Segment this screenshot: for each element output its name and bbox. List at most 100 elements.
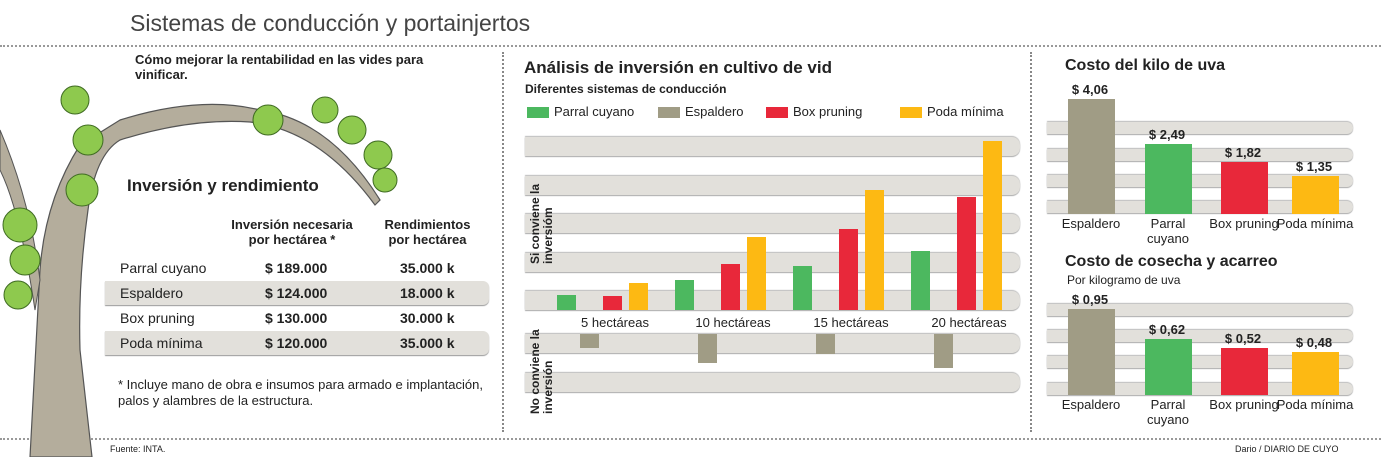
bar-espaldero [816, 334, 835, 355]
bar-poda-mínima [983, 141, 1002, 310]
legend-swatch [527, 107, 549, 118]
yield-value: 18.000 k [400, 285, 455, 301]
yield-value: 35.000 k [400, 335, 455, 351]
yield-value: 30.000 k [400, 310, 455, 326]
source: Fuente: INTA. [110, 444, 166, 454]
legend-swatch [900, 107, 922, 118]
column-header-investment: Inversión necesaria por hectárea * [231, 217, 353, 247]
legend-label: Box pruning [793, 104, 863, 119]
chart-subtitle: Por kilogramo de uva [1067, 273, 1181, 287]
bottom-divider [0, 438, 1381, 440]
grid-stripe [525, 176, 1020, 195]
footnote: * Incluye mano de obra e insumos para ar… [118, 377, 483, 408]
bar [1145, 143, 1192, 214]
category-label: 5 hectáreas [581, 315, 649, 330]
bar-box-pruning [603, 296, 622, 310]
category-label: Box pruning [1209, 216, 1279, 231]
value-label: $ 4,06 [1071, 82, 1109, 98]
grid-stripe [1047, 356, 1353, 368]
investment-value: $ 124.000 [265, 285, 328, 301]
investment-value: $ 189.000 [265, 260, 328, 276]
page-title: Sistemas de conducción y portainjertos [130, 10, 531, 36]
category-label: Espaldero [1061, 397, 1121, 412]
table-row: Poda mínima $ 120.000 35.000 k [105, 331, 489, 355]
legend-label: Espaldero [685, 104, 744, 119]
bar-parral-cuyano [911, 250, 930, 310]
divider [502, 52, 504, 432]
table-heading: Inversión y rendimiento [127, 176, 319, 195]
grid-stripe [1047, 304, 1353, 316]
bar-poda-mínima [747, 237, 766, 310]
top-divider [0, 45, 1381, 47]
bar-poda-mínima [629, 282, 648, 310]
y-label-positive: Si conviene la inversióm [528, 183, 555, 264]
grid-stripe [525, 214, 1020, 233]
system-name: Espaldero [120, 285, 184, 301]
legend-swatch [658, 107, 680, 118]
grid-stripe [525, 253, 1020, 272]
category-label: Parral cuyano [1147, 216, 1189, 246]
grid-stripe [525, 137, 1020, 156]
value-label: $ 1,82 [1224, 145, 1262, 161]
divider [1030, 52, 1032, 432]
grid-stripe [1047, 330, 1353, 342]
table-row: Parral cuyano $ 189.000 35.000 k [105, 256, 489, 280]
category-label: 20 hectáreas [931, 315, 1007, 330]
y-label-negative: No conviene la inversión [528, 329, 555, 414]
chart-subtitle: Diferentes sistemas de conducción [525, 82, 727, 96]
system-name: Poda mínima [120, 335, 203, 351]
grid-stripe [1047, 201, 1353, 213]
bar [1221, 347, 1268, 395]
investment-value: $ 130.000 [265, 310, 328, 326]
bar [1145, 338, 1192, 395]
chart-title: Análisis de inversión en cultivo de vid [524, 58, 832, 77]
category-label: Poda mínima [1276, 397, 1354, 412]
credit: Dario / DIARIO DE CUYO [1235, 444, 1339, 454]
bar-espaldero [698, 334, 717, 363]
legend-label: Poda mínima [927, 104, 1004, 119]
value-label: $ 2,49 [1148, 126, 1186, 142]
chart-title: Costo del kilo de uva [1065, 57, 1226, 74]
grid-stripe [525, 373, 1020, 392]
vine-illustration [0, 85, 398, 457]
value-label: $ 1,35 [1295, 158, 1333, 174]
bar [1221, 162, 1268, 214]
grid-stripe [1047, 149, 1353, 161]
intro-text: Cómo mejorar la rentabilidad en las vide… [135, 52, 424, 82]
legend-swatch [766, 107, 788, 118]
bar [1292, 175, 1339, 214]
system-name: Parral cuyano [120, 260, 207, 276]
investment-value: $ 120.000 [265, 335, 328, 351]
value-label: $ 0,62 [1148, 321, 1186, 337]
value-label: $ 0,95 [1071, 292, 1109, 308]
legend-label: Parral cuyano [554, 104, 635, 119]
category-label: Box pruning [1209, 397, 1279, 412]
value-label: $ 0,48 [1295, 334, 1333, 350]
system-name: Box pruning [120, 310, 195, 326]
grid-stripe [525, 291, 1020, 310]
category-label: 10 hectáreas [695, 315, 771, 330]
chart-title: Costo de cosecha y acarreo [1065, 253, 1278, 270]
value-label: $ 0,52 [1224, 330, 1262, 346]
bar-poda-mínima [865, 190, 884, 310]
bar [1068, 99, 1115, 214]
bar [1292, 351, 1339, 395]
bar-parral-cuyano [557, 294, 576, 310]
table-row: Espaldero $ 124.000 18.000 k [105, 281, 489, 305]
bar-box-pruning [957, 196, 976, 310]
category-label: Poda mínima [1276, 216, 1354, 231]
bar-parral-cuyano [793, 266, 812, 310]
category-label: Parral cuyano [1147, 397, 1189, 427]
bar-box-pruning [721, 264, 740, 310]
bar-parral-cuyano [675, 279, 694, 310]
bar-espaldero [580, 334, 599, 348]
yield-value: 35.000 k [400, 260, 455, 276]
grid-stripe [525, 334, 1020, 353]
bar [1068, 309, 1115, 395]
table-row: Box pruning $ 130.000 30.000 k [105, 306, 489, 330]
grid-stripe [1047, 383, 1353, 395]
bar-box-pruning [839, 228, 858, 310]
category-label: Espaldero [1061, 216, 1121, 231]
column-header-yield: Rendimientos por hectárea [384, 217, 471, 247]
grid-stripe [1047, 175, 1353, 187]
